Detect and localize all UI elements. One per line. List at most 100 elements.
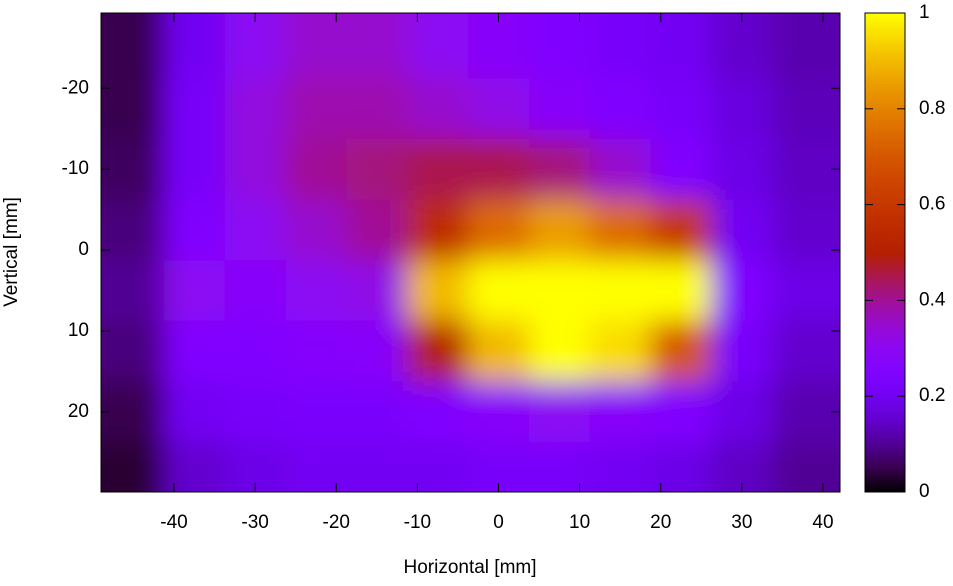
heat-cell xyxy=(285,13,347,79)
heat-cell xyxy=(163,260,226,322)
x-tick-label: -10 xyxy=(404,512,431,533)
heat-cell xyxy=(528,78,591,140)
heat-cell xyxy=(650,442,712,492)
heat-cell xyxy=(468,442,530,492)
heat-cell xyxy=(528,260,591,322)
heat-cell xyxy=(285,442,347,492)
heat-cell xyxy=(650,199,712,261)
heat-cell xyxy=(650,260,712,322)
heat-cell xyxy=(589,381,652,443)
heat-cell xyxy=(711,13,773,79)
x-tick-label: 30 xyxy=(731,512,752,533)
colorbar-tick-label: 1 xyxy=(919,2,930,23)
heat-cell xyxy=(163,320,226,383)
heat-cell xyxy=(772,260,840,322)
x-tick-label: -20 xyxy=(323,512,350,533)
heat-cell xyxy=(346,138,408,201)
heat-cell xyxy=(589,78,652,140)
heat-cell xyxy=(528,381,591,443)
heat-cell xyxy=(589,13,652,79)
heat-cell xyxy=(101,13,165,79)
heat-cell xyxy=(285,138,347,201)
heat-cell xyxy=(163,442,226,492)
x-tick-label: 10 xyxy=(569,512,590,533)
heat-cell xyxy=(772,13,840,79)
colorbar-tick-label: 0.8 xyxy=(919,98,945,119)
x-tick-label: 20 xyxy=(650,512,671,533)
heat-cell xyxy=(407,381,469,443)
colorbar-tick-label: 0 xyxy=(919,481,930,502)
heat-cell xyxy=(224,442,287,492)
heat-cell xyxy=(589,320,652,383)
heat-cell xyxy=(528,199,591,261)
heat-cell xyxy=(346,381,408,443)
heat-cell xyxy=(772,442,840,492)
heat-cell xyxy=(163,138,226,201)
heat-cell xyxy=(528,320,591,383)
heat-cell xyxy=(650,138,712,201)
heat-cell xyxy=(101,381,165,443)
heat-cell xyxy=(163,381,226,443)
heat-cell xyxy=(224,78,287,140)
plot-frame xyxy=(100,12,841,493)
colorbar xyxy=(864,12,906,493)
heat-cell xyxy=(101,199,165,261)
heat-cell xyxy=(468,381,530,443)
heat-cell xyxy=(589,138,652,201)
heat-cell xyxy=(711,320,773,383)
colorbar-tick-label: 0.4 xyxy=(919,289,946,310)
colorbar-tick-label: 0.2 xyxy=(919,385,945,406)
heat-cell xyxy=(346,199,408,261)
y-tick-label: -20 xyxy=(62,77,89,98)
x-tick-label: -30 xyxy=(241,512,268,533)
heat-cell xyxy=(528,138,591,201)
heat-cell xyxy=(468,13,530,79)
heat-cell xyxy=(772,78,840,140)
heat-cell xyxy=(468,138,530,201)
heat-cell xyxy=(407,138,469,201)
heat-cell xyxy=(163,78,226,140)
heat-cell xyxy=(407,13,469,79)
heat-cell xyxy=(101,138,165,201)
heat-cell xyxy=(285,381,347,443)
y-tick-label: 0 xyxy=(78,239,89,260)
x-axis-label: Horizontal [mm] xyxy=(403,557,536,578)
heat-cell xyxy=(772,199,840,261)
heat-cell xyxy=(163,13,226,79)
heat-cell xyxy=(589,199,652,261)
heat-cell xyxy=(711,442,773,492)
heat-cell xyxy=(224,320,287,383)
heat-cell xyxy=(346,442,408,492)
heat-cell xyxy=(224,13,287,79)
heat-cell xyxy=(589,442,652,492)
heat-cell xyxy=(346,260,408,322)
heat-cell xyxy=(163,199,226,261)
y-tick-label: -10 xyxy=(62,158,89,179)
heat-cell xyxy=(101,78,165,140)
heat-cell xyxy=(589,260,652,322)
heat-cell xyxy=(528,13,591,79)
x-tick-label: -40 xyxy=(160,512,187,533)
heat-cell xyxy=(224,381,287,443)
heat-cell xyxy=(407,260,469,322)
heat-cell xyxy=(224,138,287,201)
x-tick-label: 0 xyxy=(493,512,504,533)
heat-cell xyxy=(285,320,347,383)
heat-cell xyxy=(650,78,712,140)
heat-cell xyxy=(101,442,165,492)
y-axis-label: Vertical [mm] xyxy=(1,197,22,307)
heat-cell xyxy=(407,199,469,261)
heat-cell xyxy=(346,13,408,79)
heat-cell xyxy=(346,320,408,383)
heat-cell xyxy=(285,78,347,140)
heat-cell xyxy=(285,199,347,261)
heat-cell xyxy=(407,442,469,492)
heat-cell xyxy=(772,381,840,443)
heat-cell xyxy=(772,320,840,383)
colorbar-tick-label: 0.6 xyxy=(919,194,945,215)
x-tick-label: 40 xyxy=(812,512,833,533)
heat-cell xyxy=(711,260,773,322)
y-tick-label: 20 xyxy=(68,401,89,422)
heat-cell xyxy=(772,138,840,201)
heat-cell xyxy=(650,13,712,79)
